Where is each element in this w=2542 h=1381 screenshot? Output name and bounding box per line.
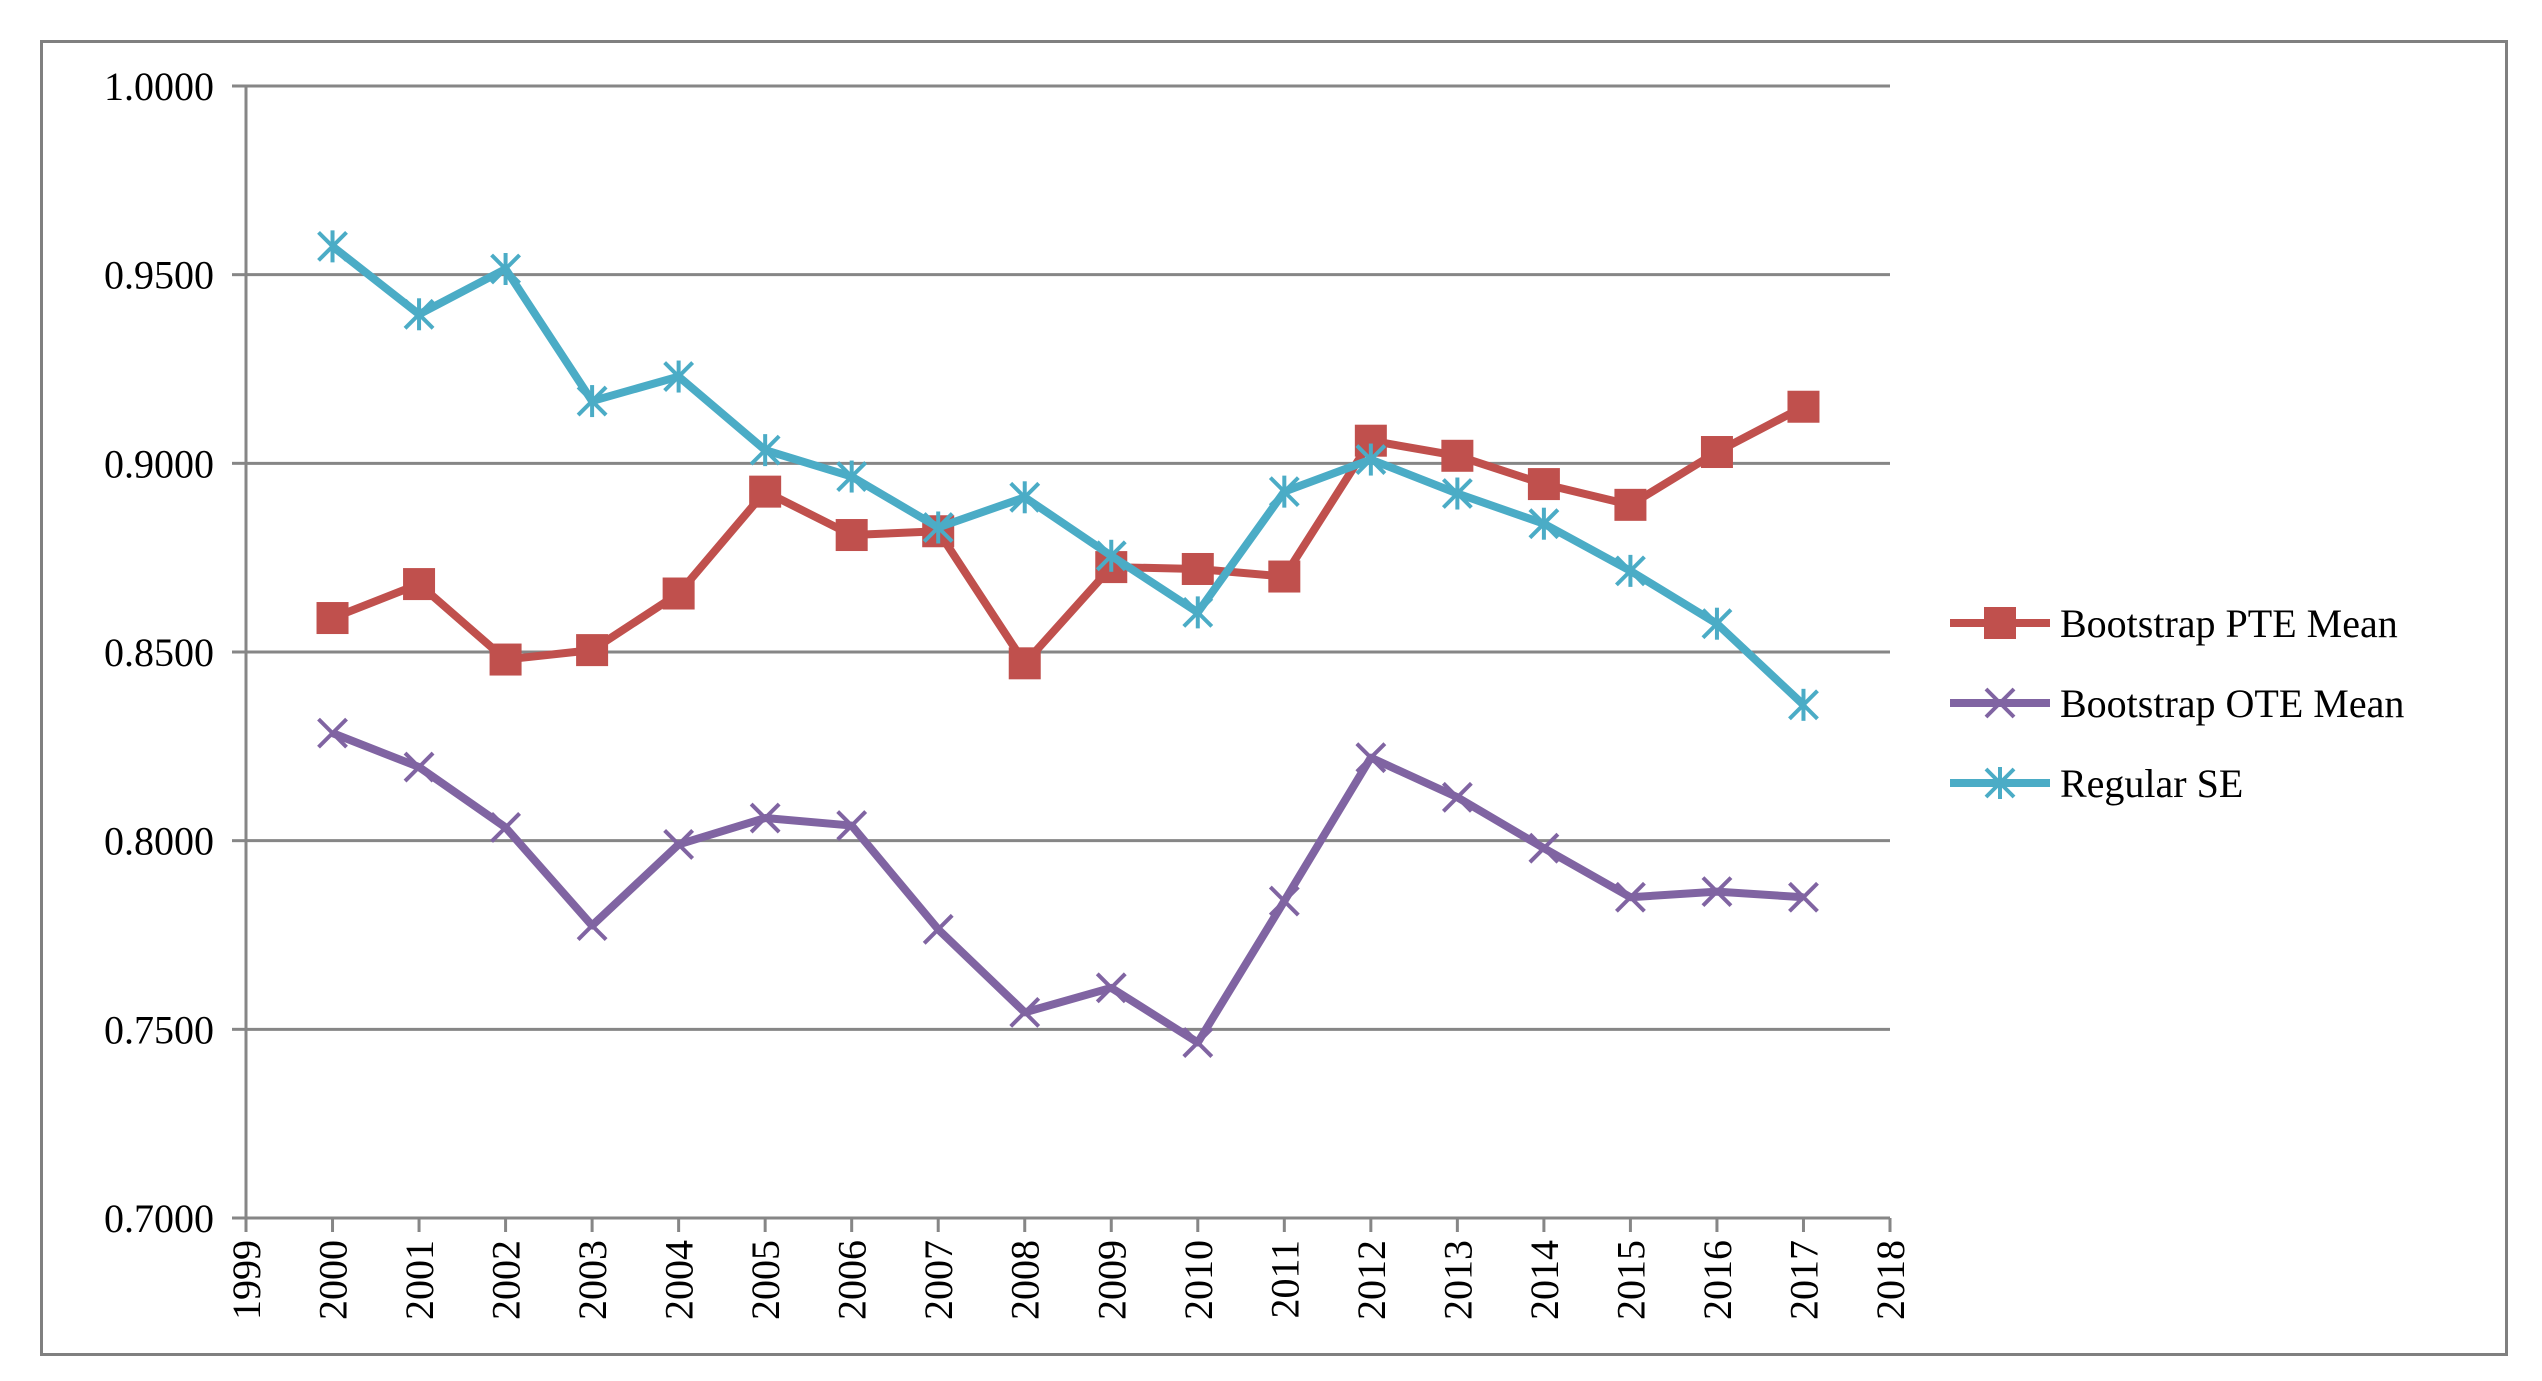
data-point bbox=[749, 475, 782, 508]
legend-item: Bootstrap OTE Mean bbox=[1950, 681, 2404, 726]
data-point bbox=[1182, 596, 1214, 629]
x-tick-label: 2012 bbox=[1349, 1240, 1394, 1320]
x-tick-label: 2016 bbox=[1695, 1240, 1740, 1320]
data-point bbox=[1615, 881, 1646, 913]
data-point bbox=[663, 360, 695, 393]
x-tick-label: 2000 bbox=[311, 1240, 356, 1320]
data-point bbox=[749, 802, 781, 834]
y-tick-labels: 0.7000 0.7500 0.8000 0.8500 0.9000 0.9500 1.00… bbox=[104, 64, 246, 1241]
data-point bbox=[1355, 443, 1387, 476]
data-point bbox=[403, 298, 435, 331]
data-point bbox=[1095, 539, 1127, 572]
x-tick-label: 2008 bbox=[1003, 1240, 1048, 1320]
x-tick-label: 2011 bbox=[1262, 1240, 1307, 1319]
series-line bbox=[330, 243, 1807, 708]
legend-marker bbox=[1984, 767, 2016, 799]
y-tick-label: 0.7500 bbox=[104, 1007, 214, 1052]
data-point bbox=[1701, 876, 1733, 908]
x-tick-label: 2015 bbox=[1608, 1240, 1653, 1320]
data-point bbox=[1787, 390, 1820, 423]
data-point bbox=[1268, 475, 1300, 508]
data-point bbox=[1008, 647, 1041, 680]
data-point bbox=[490, 253, 521, 286]
x-tick-labels: 1999 2000 2001 2002 2003 2004 2005 2006 2007 2008… bbox=[224, 1218, 1913, 1320]
x-tick-label: 2004 bbox=[657, 1240, 702, 1320]
data-point bbox=[1009, 481, 1041, 514]
series-line bbox=[331, 403, 1806, 668]
data-point bbox=[1268, 885, 1300, 917]
x-tick-label: 2014 bbox=[1522, 1240, 1567, 1320]
data-point bbox=[836, 810, 868, 841]
data-point bbox=[1615, 554, 1646, 587]
data-point bbox=[1528, 507, 1560, 540]
series-bootstrap-pte-mean bbox=[316, 390, 1820, 680]
data-point bbox=[922, 511, 954, 544]
series-bootstrap-ote-mean bbox=[317, 717, 1819, 1058]
legend-label: Bootstrap OTE Mean bbox=[2060, 681, 2404, 726]
x-tick-label: 2003 bbox=[570, 1240, 615, 1320]
data-point bbox=[489, 643, 522, 676]
data-point bbox=[663, 829, 695, 860]
data-point bbox=[922, 913, 954, 945]
x-tick-label: 2009 bbox=[1089, 1240, 1134, 1320]
legend-label: Regular SE bbox=[2060, 761, 2243, 806]
data-point bbox=[1182, 1027, 1214, 1058]
series-line bbox=[331, 729, 1804, 1047]
legend-item: Regular SE bbox=[1950, 761, 2243, 806]
x-tick-label: 2001 bbox=[397, 1240, 442, 1320]
data-point bbox=[1441, 477, 1473, 510]
data-point bbox=[317, 230, 348, 263]
x-tick-label: 2007 bbox=[916, 1240, 961, 1320]
y-tick-label: 0.9000 bbox=[104, 441, 214, 486]
series-regular-se bbox=[317, 230, 1819, 721]
data-point bbox=[576, 634, 609, 667]
x-tick-label: 2013 bbox=[1435, 1240, 1480, 1320]
data-point bbox=[490, 812, 521, 843]
data-point bbox=[1441, 439, 1474, 472]
x-tick-label: 2010 bbox=[1176, 1240, 1221, 1320]
y-tick-label: 0.8000 bbox=[104, 819, 214, 864]
data-point bbox=[749, 434, 781, 467]
x-tick-label: 2006 bbox=[830, 1240, 875, 1320]
data-point bbox=[1355, 742, 1387, 774]
data-point bbox=[1095, 972, 1127, 1004]
x-tick-label: 2005 bbox=[743, 1240, 788, 1320]
data-point bbox=[835, 519, 868, 552]
chart-frame bbox=[40, 40, 2508, 1356]
data-point bbox=[1009, 996, 1041, 1028]
data-point bbox=[576, 910, 608, 941]
x-tick-label: 2018 bbox=[1868, 1240, 1913, 1320]
y-tick-label: 0.9500 bbox=[104, 253, 214, 298]
data-point bbox=[403, 751, 435, 783]
data-point bbox=[1181, 552, 1214, 585]
y-tick-label: 1.0000 bbox=[104, 64, 214, 109]
data-point bbox=[316, 602, 349, 635]
series-lines bbox=[316, 230, 1820, 1058]
data-point bbox=[576, 385, 608, 418]
data-point bbox=[403, 568, 436, 601]
x-tick-label: 2002 bbox=[484, 1240, 529, 1320]
legend-item: Bootstrap PTE Mean bbox=[1950, 601, 2398, 646]
x-tick-label: 2017 bbox=[1781, 1240, 1826, 1320]
data-point bbox=[1788, 881, 1819, 913]
legend-marker bbox=[1984, 687, 2016, 719]
data-point bbox=[1527, 468, 1560, 501]
data-point bbox=[1614, 488, 1647, 521]
legend-marker bbox=[1984, 607, 2016, 639]
y-tick-label: 0.7000 bbox=[104, 1196, 214, 1241]
data-point bbox=[317, 717, 348, 749]
data-point bbox=[1701, 607, 1733, 640]
y-tick-label: 0.8500 bbox=[104, 630, 214, 675]
x-tick-label: 1999 bbox=[224, 1240, 269, 1320]
data-point bbox=[1441, 781, 1473, 813]
legend-label: Bootstrap PTE Mean bbox=[2060, 601, 2398, 646]
data-point bbox=[1700, 436, 1733, 469]
data-point bbox=[836, 460, 868, 493]
data-point bbox=[1528, 832, 1560, 864]
data-point bbox=[1788, 688, 1819, 721]
legend: Bootstrap PTE Mean Bootstrap OTE Mean Regu… bbox=[1950, 601, 2404, 806]
data-point bbox=[1268, 560, 1301, 593]
data-point bbox=[662, 577, 695, 610]
